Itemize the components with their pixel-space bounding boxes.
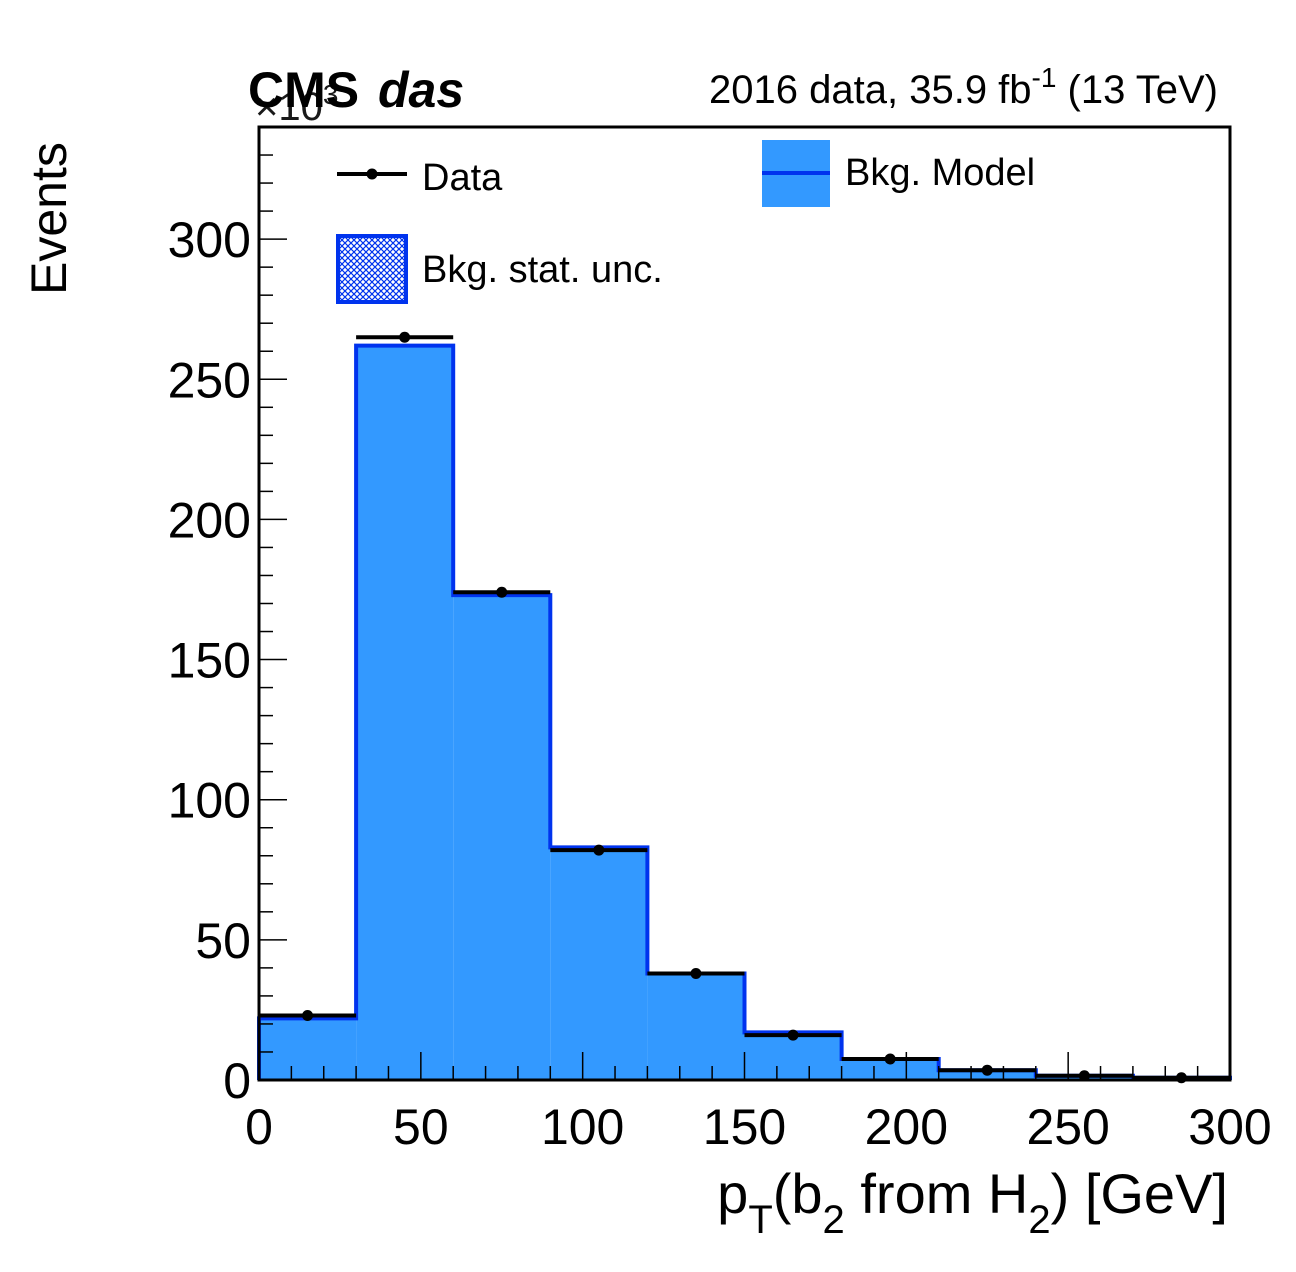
data-points-layer — [259, 331, 1230, 1084]
data-point — [884, 1053, 896, 1065]
x-tick-label: 150 — [703, 1099, 786, 1155]
y-tick-label: 250 — [168, 352, 251, 408]
data-point — [787, 1029, 799, 1041]
luminosity-label: 2016 data, 35.9 fb-1 (13 TeV) — [709, 62, 1218, 112]
x-tick-label: 50 — [393, 1099, 449, 1155]
x-tick-label: 250 — [1026, 1099, 1109, 1155]
y-tick-label: 300 — [168, 212, 251, 268]
data-point — [399, 331, 411, 343]
histogram-bar — [259, 1018, 357, 1080]
data-point — [690, 967, 702, 979]
x-tick-label: 100 — [541, 1099, 624, 1155]
cms-label: CMS — [248, 62, 359, 118]
legend: Data Bkg. stat. unc. Bkg. Model — [336, 140, 1035, 304]
svg-text:Bkg. stat. unc.: Bkg. stat. unc. — [422, 249, 663, 291]
y-tick-label: 50 — [195, 913, 251, 969]
exponent-label: ×103 — [255, 79, 338, 129]
x-axis-title: pT(b2 from H2) [GeV] — [717, 1162, 1228, 1242]
data-point — [302, 1010, 314, 1022]
histogram-bar — [647, 973, 745, 1080]
svg-text:Data: Data — [422, 157, 503, 199]
legend-unc-entry: Bkg. stat. unc. — [336, 234, 663, 304]
x-tick-label: 300 — [1188, 1099, 1271, 1155]
data-point — [981, 1064, 993, 1076]
y-axis-title: Events — [21, 142, 77, 295]
y-tick-label: 200 — [168, 492, 251, 548]
y-tick-label: 0 — [223, 1053, 251, 1109]
x-tick-label: 0 — [245, 1099, 273, 1155]
data-point — [1175, 1072, 1187, 1084]
legend-data-entry: Data — [337, 157, 503, 199]
histogram-bar — [356, 345, 454, 1081]
plot-frame — [257, 125, 1232, 1082]
axis-ticks: 0 50 100 150 200 250 300 0 50 100 150 200 250 300 — [168, 126, 1272, 1155]
y-tick-label: 100 — [168, 773, 251, 829]
x-tick-label: 200 — [865, 1099, 948, 1155]
data-point — [496, 586, 508, 598]
legend-model-entry: Bkg. Model — [762, 140, 1035, 207]
histogram-layer — [257, 343, 1232, 1081]
data-point — [593, 844, 605, 856]
histogram-bar — [453, 595, 551, 1080]
y-tick-label: 150 — [168, 633, 251, 689]
histogram-bar — [841, 1058, 939, 1080]
das-label: das — [378, 62, 464, 118]
histogram-bar — [550, 847, 648, 1080]
svg-text:Bkg. Model: Bkg. Model — [845, 152, 1035, 194]
